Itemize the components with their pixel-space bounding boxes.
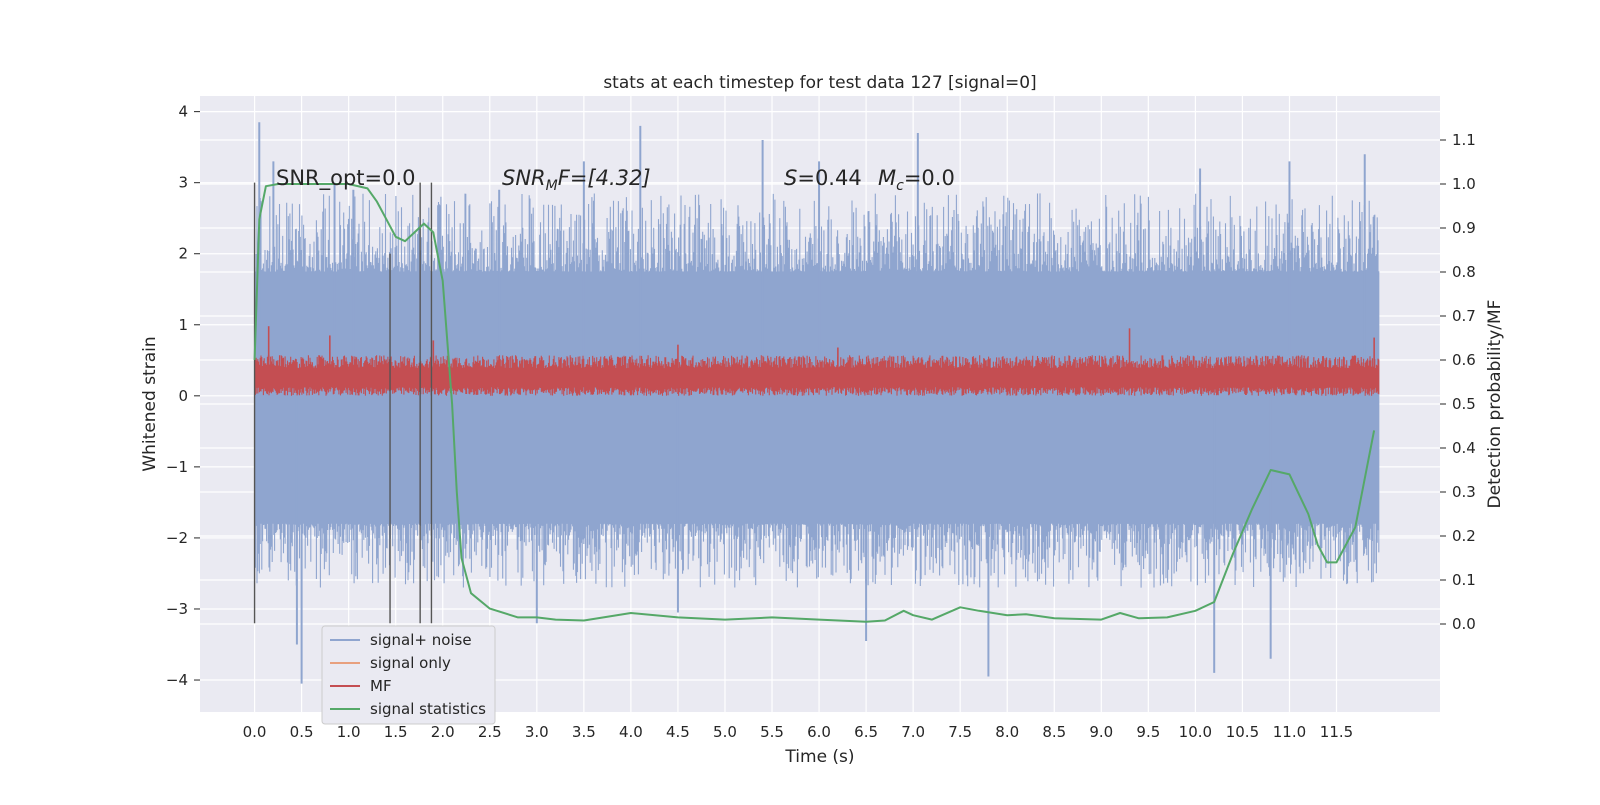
y-tick-label-left: 1 — [178, 316, 188, 334]
series-signal-statistics — [253, 183, 1376, 623]
y-tick-label-right: 0.7 — [1452, 307, 1476, 325]
annotation-snr-mf-sub: M — [546, 178, 558, 194]
x-tick-label: 7.0 — [901, 723, 925, 741]
signal-statistics-line — [253, 183, 1376, 623]
x-tick-label: 0.0 — [243, 723, 267, 741]
x-tick-label: 5.0 — [713, 723, 737, 741]
y-tick-label-right: 1.0 — [1452, 175, 1476, 193]
x-tick-label: 6.0 — [807, 723, 831, 741]
x-tick-label: 9.0 — [1089, 723, 1113, 741]
series-signal-noise — [254, 122, 1380, 684]
x-tick-label: 3.5 — [572, 723, 596, 741]
legend-label-signal-only: signal only — [370, 654, 451, 672]
annotation-s-label: S — [784, 166, 797, 190]
y-tick-label-left: 4 — [178, 103, 188, 121]
annotation-mc-value: =0.0 — [904, 166, 955, 190]
y-axis-label-right: Detection probability/MF — [1485, 300, 1505, 509]
chart-title: stats at each timestep for test data 127… — [603, 73, 1036, 93]
x-tick-label: 1.0 — [337, 723, 361, 741]
y-tick-label-left: 0 — [178, 387, 188, 405]
x-tick-label: 8.5 — [1042, 723, 1066, 741]
x-tick-label: 4.5 — [666, 723, 690, 741]
x-tick-label: 2.0 — [431, 723, 455, 741]
y-tick-label-left: −1 — [166, 458, 188, 476]
x-tick-label: 10.5 — [1226, 723, 1259, 741]
y-tick-label-left: 3 — [178, 174, 188, 192]
y-tick-label-right: 0.3 — [1452, 483, 1476, 501]
legend-box — [321, 625, 496, 725]
annotation-s: S=0.44 — [784, 166, 862, 190]
x-tick-label: 2.5 — [478, 723, 502, 741]
y-tick-label-right: 0.8 — [1452, 263, 1476, 281]
x-axis-label: Time (s) — [784, 747, 854, 767]
annotation-mc-sub: c — [896, 178, 904, 194]
y-tick-label-right: 0.6 — [1452, 351, 1476, 369]
y-tick-label-left: −3 — [166, 600, 188, 618]
tick-labels: 0.0 0.5 1.0 1.5 2.0 2.5 3.0 3.5 4.0 4.5 5.0 5.5 6.0 6… — [166, 103, 1476, 741]
x-tick-label: 7.5 — [948, 723, 972, 741]
x-tick-label: 9.5 — [1136, 723, 1160, 741]
y-tick-label-left: −4 — [166, 671, 188, 689]
x-tick-label: 11.0 — [1273, 723, 1306, 741]
x-tick-label: 11.5 — [1320, 723, 1353, 741]
x-tick-label: 5.5 — [760, 723, 784, 741]
legend-label-signal-noise: signal+ noise — [370, 631, 472, 649]
y-tick-label-right: 1.1 — [1452, 131, 1476, 149]
x-tick-label: 1.5 — [384, 723, 408, 741]
y-tick-label-right: 0.0 — [1452, 615, 1476, 633]
legend: signal+ noise signal only MF signal stat… — [321, 625, 496, 725]
y-tick-label-right: 0.9 — [1452, 219, 1476, 237]
annotation-s-value: =0.44 — [797, 166, 861, 190]
x-tick-label: 3.0 — [525, 723, 549, 741]
x-tick-label: 0.5 — [290, 723, 314, 741]
x-tick-label: 6.5 — [854, 723, 878, 741]
annotation-mc-label: M — [878, 166, 896, 190]
y-tick-label-right: 0.4 — [1452, 439, 1476, 457]
x-tick-label: 10.0 — [1179, 723, 1212, 741]
annotation-snr-mf-suffix: F=[4.32] — [558, 166, 651, 190]
y-tick-label-left: −2 — [166, 529, 188, 547]
y-tick-label-left: 2 — [178, 245, 188, 263]
vertical-markers — [253, 182, 433, 624]
annotation-snr-opt: SNR_opt=0.0 — [276, 166, 416, 191]
annotation-snr-mf: SNRMF=[4.32] — [502, 166, 651, 194]
y-tick-label-right: 0.2 — [1452, 527, 1476, 545]
legend-label-mf: MF — [370, 677, 392, 695]
annotation-snr-mf-prefix: SNR — [502, 166, 546, 190]
legend-label-signal-statistics: signal statistics — [370, 700, 486, 718]
y-tick-label-right: 0.5 — [1452, 395, 1476, 413]
annotation-mc: Mc=0.0 — [878, 166, 955, 194]
y-tick-label-right: 0.1 — [1452, 571, 1476, 589]
x-tick-label: 4.0 — [619, 723, 643, 741]
x-tick-label: 8.0 — [995, 723, 1019, 741]
y-axis-label-left: Whitened strain — [140, 336, 160, 471]
